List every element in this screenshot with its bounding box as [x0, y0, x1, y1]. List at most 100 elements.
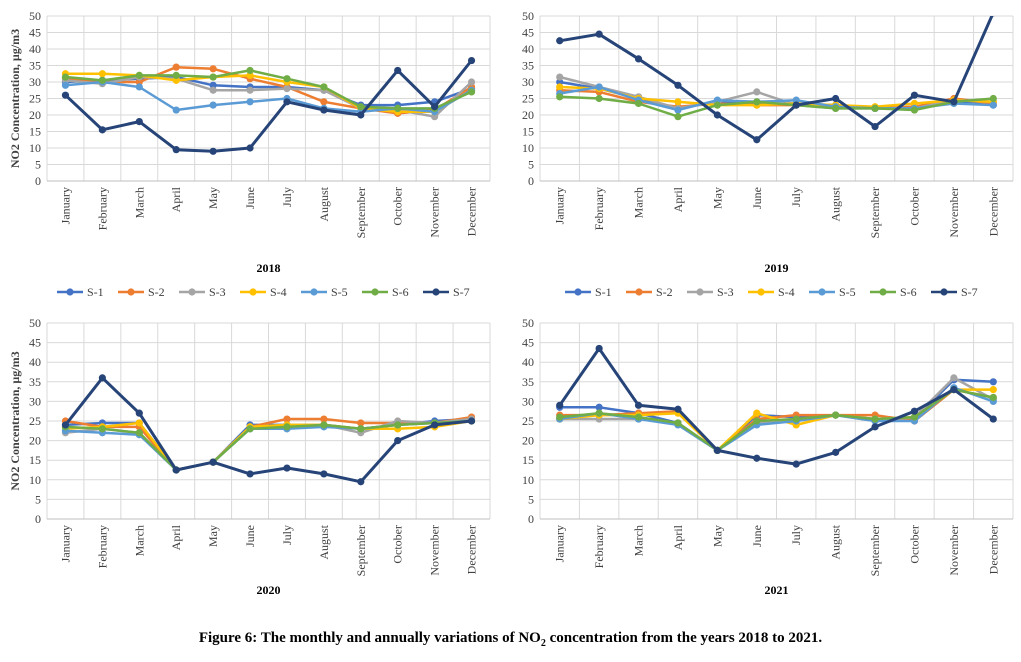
series-line-S-6 [65, 419, 472, 472]
x-tick-label: March [132, 525, 146, 556]
legend-label-S-3: S-3 [717, 285, 734, 299]
series-line-S-6 [65, 69, 473, 110]
series-group [61, 374, 476, 486]
data-point-S-7 [283, 98, 291, 106]
data-point-S-3 [209, 86, 217, 94]
y-tick-label: 45 [522, 26, 534, 40]
x-tick-label: May [206, 525, 220, 547]
legend-marker-S-7 [940, 288, 948, 296]
legend-label-S-4: S-4 [778, 285, 795, 299]
y-tick-label: 0 [35, 174, 41, 188]
x-tick-label: October [391, 525, 405, 564]
data-point-S-7 [871, 423, 879, 431]
data-point-S-7 [753, 454, 761, 462]
data-point-S-5 [989, 101, 997, 109]
series-line-S-6 [559, 388, 994, 452]
data-point-S-6 [871, 104, 879, 112]
legend-label-S-6: S-6 [392, 285, 409, 299]
y-axis-title: NO2 Concentration, µg/m3 [8, 29, 22, 168]
legend: S-1 S-2 S-3 S-4 S-5 S-6 S-7 [57, 285, 470, 299]
data-point-S-6 [283, 75, 291, 83]
data-point-S-7 [209, 147, 217, 155]
data-point-S-6 [674, 419, 682, 427]
data-point-S-6 [832, 104, 840, 112]
legend-marker-S-2 [127, 288, 135, 296]
legend: S-1 S-2 S-3 S-4 S-5 S-6 S-7 [565, 285, 978, 299]
x-tick-label: December [465, 187, 479, 236]
x-tick-label: May [710, 187, 724, 209]
x-tick-label: December [986, 525, 1000, 574]
y-tick-label: 20 [522, 108, 534, 122]
data-point-S-6 [713, 101, 721, 109]
data-point-S-6 [172, 71, 180, 79]
data-point-S-7 [135, 118, 143, 126]
data-point-S-6 [61, 73, 70, 81]
legend-label-S-1: S-1 [595, 285, 612, 299]
data-point-S-6 [246, 425, 254, 433]
data-point-S-7 [556, 401, 564, 409]
legend-marker-S-6 [371, 288, 379, 296]
data-point-S-6 [320, 421, 328, 429]
y-tick-label: 35 [29, 59, 41, 73]
legend-label-S-2: S-2 [656, 285, 673, 299]
data-point-S-6 [792, 415, 800, 423]
x-tick-label: January [553, 187, 567, 224]
legend-marker-S-7 [432, 288, 440, 296]
chart-panel-2020: 0 5 10 15 20 25 30 35 40 45 50 January February March… [8, 316, 491, 597]
y-tick-label: 15 [522, 125, 534, 139]
y-tick-label: 35 [522, 375, 534, 389]
data-point-S-7 [467, 56, 476, 65]
x-tick-label: August [317, 524, 331, 559]
data-point-S-7 [634, 55, 643, 63]
data-point-S-3 [283, 85, 291, 93]
series-line-S-4 [65, 419, 472, 472]
data-point-S-6 [556, 93, 564, 101]
data-point-S-7 [792, 101, 800, 109]
y-tick-label: 25 [522, 414, 534, 428]
y-tick-label: 20 [522, 434, 534, 448]
data-point-S-7 [871, 122, 879, 131]
series-group [556, 344, 997, 468]
data-point-S-7 [209, 458, 217, 466]
series-line-S-5 [559, 386, 994, 452]
data-point-S-4 [246, 71, 254, 79]
data-point-S-6 [394, 104, 402, 112]
x-tick-label: October [907, 187, 921, 226]
legend-marker-S-5 [818, 288, 826, 296]
data-point-S-2 [320, 415, 328, 423]
data-point-S-2 [283, 415, 291, 423]
data-point-S-7 [950, 98, 958, 106]
data-point-S-6 [753, 98, 761, 106]
chart-title: 2019 [765, 261, 789, 275]
series-line-S-7 [64, 59, 473, 153]
data-point-S-5 [209, 101, 217, 109]
x-tick-label: February [592, 187, 606, 230]
data-point-S-7 [394, 437, 402, 445]
data-point-S-7 [832, 94, 840, 103]
data-point-S-4 [135, 419, 143, 427]
data-point-S-1 [209, 81, 217, 89]
legend-label-S-1: S-1 [87, 285, 104, 299]
data-point-S-7 [320, 470, 328, 478]
legend-marker-S-5 [310, 288, 318, 296]
y-tick-label: 45 [522, 336, 534, 350]
legend-marker-S-3 [696, 288, 704, 296]
x-tick-label: July [789, 525, 803, 545]
y-tick-label: 20 [29, 434, 41, 448]
x-tick-label: September [868, 525, 882, 576]
series-line-S-7 [64, 376, 472, 484]
data-point-S-7 [989, 415, 997, 423]
x-tick-label: April [169, 186, 183, 212]
legend-label-S-7: S-7 [961, 285, 978, 299]
legend-marker-S-1 [66, 288, 74, 296]
data-point-S-6 [989, 94, 997, 103]
x-tick-label: October [391, 187, 405, 226]
y-tick-label: 50 [522, 316, 534, 330]
data-point-S-7 [595, 344, 603, 353]
data-point-S-4 [674, 98, 682, 106]
x-tick-label: May [206, 187, 220, 209]
data-point-S-6 [595, 94, 603, 103]
data-point-S-5 [792, 96, 800, 104]
data-point-S-3 [950, 374, 958, 382]
x-tick-label: November [947, 525, 961, 576]
